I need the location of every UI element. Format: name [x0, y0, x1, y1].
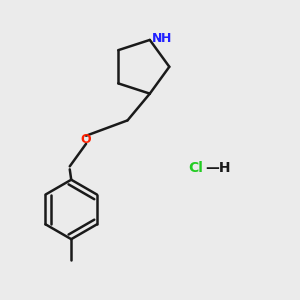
- Text: H: H: [161, 32, 172, 45]
- Text: —H: —H: [205, 161, 230, 175]
- Text: O: O: [81, 133, 92, 146]
- Text: Cl: Cl: [189, 161, 203, 175]
- Text: N: N: [152, 32, 163, 45]
